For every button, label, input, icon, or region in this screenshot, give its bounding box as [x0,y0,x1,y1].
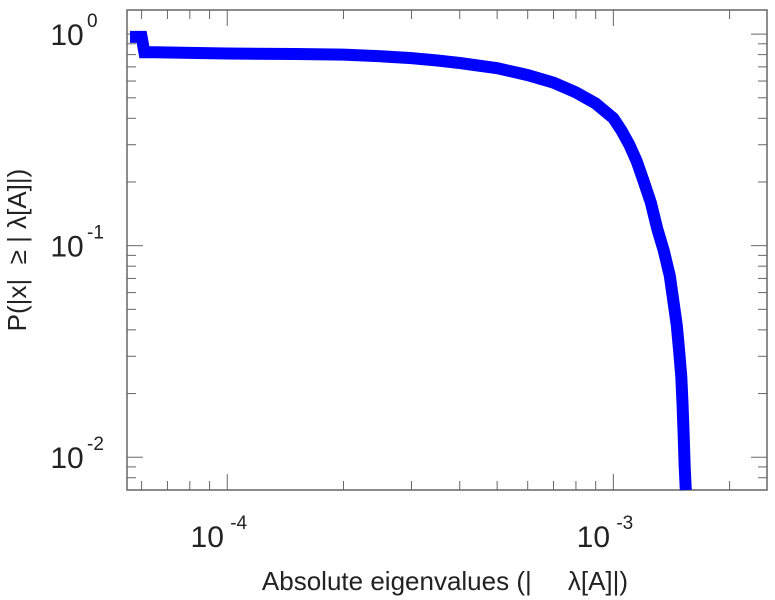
major-ticks [127,10,767,490]
x-axis-title: Absolute eigenvalues (| λ[A]|) [262,566,628,596]
y-tick-label-exponent: -2 [87,434,104,455]
y-tick-label: 10 [50,231,83,264]
plot-frame [126,9,768,491]
y-axis-title: P(|x| ≥ | λ[A]|) [2,169,32,332]
y-tick-label-exponent: 0 [87,11,98,32]
x-tick-label-exponent: -3 [616,513,633,534]
series-layer [130,30,692,491]
y-tick-label: 10 [50,442,83,475]
x-tick-labels: 10 -4 10 -3 [191,513,634,554]
series-line [130,30,692,491]
y-tick-label: 10 [50,19,83,52]
x-tick-label: 10 [191,521,224,554]
x-tick-label-exponent: -4 [230,513,247,534]
x-tick-label: 10 [577,521,610,554]
y-tick-label-exponent: -1 [87,223,104,244]
minor-ticks [127,10,767,491]
